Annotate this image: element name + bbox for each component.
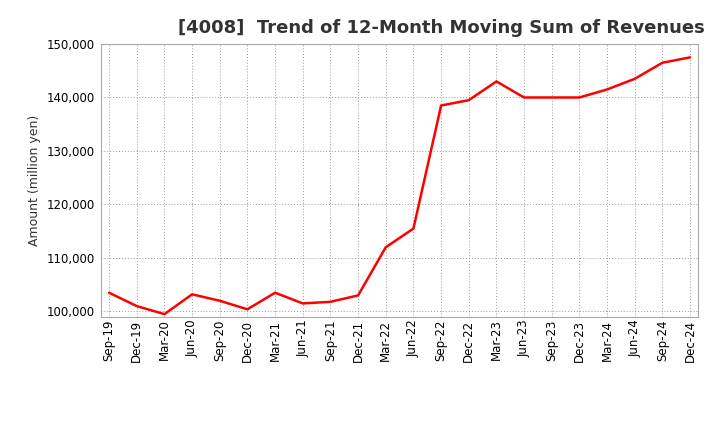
Text: [4008]  Trend of 12-Month Moving Sum of Revenues: [4008] Trend of 12-Month Moving Sum of R… (179, 19, 705, 37)
Y-axis label: Amount (million yen): Amount (million yen) (28, 115, 42, 246)
